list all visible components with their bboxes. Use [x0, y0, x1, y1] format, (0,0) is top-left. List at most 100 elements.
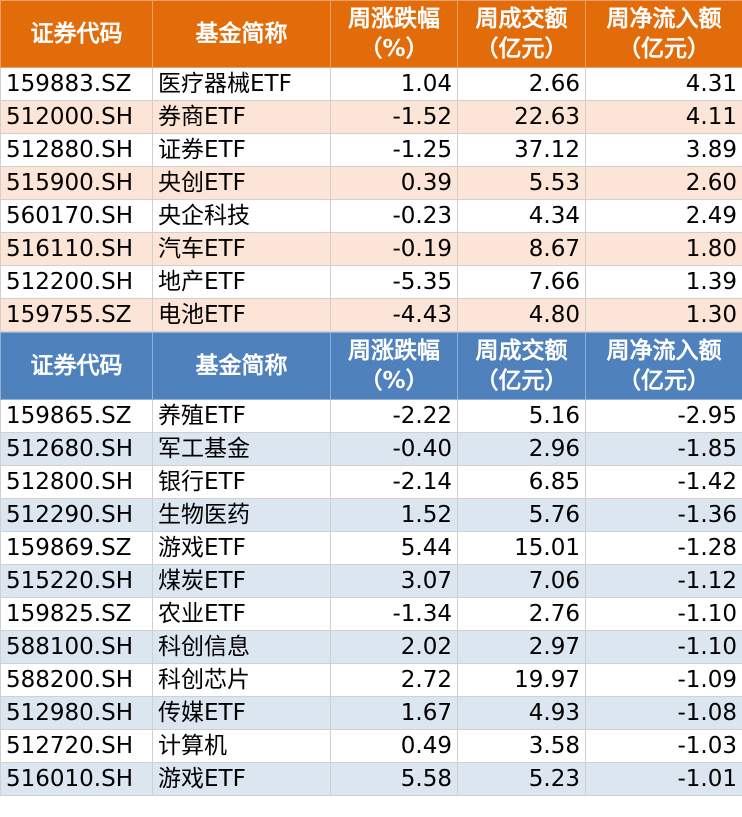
table-cell: 计算机 — [152, 729, 331, 763]
table-row: 159755.SZ 电池ETF -4.43 4.80 1.30 — [0, 298, 742, 332]
table-row: 588100.SH 科创信息 2.02 2.97 -1.10 — [0, 630, 742, 664]
table-row: 560170.SH 央企科技 -0.23 4.34 2.49 — [0, 199, 742, 233]
table-cell: 军工基金 — [152, 432, 331, 466]
table-cell: 证券ETF — [152, 133, 331, 167]
table-cell: 2.66 — [457, 67, 586, 101]
table-cell: 1.80 — [585, 232, 742, 266]
table-cell: 银行ETF — [152, 465, 331, 499]
table-cell: 159755.SZ — [0, 298, 153, 332]
table-cell: -1.10 — [585, 597, 742, 631]
table-cell: 3.89 — [585, 133, 742, 167]
table-cell: 央创ETF — [152, 166, 331, 200]
table-row: 588200.SH 科创芯片 2.72 19.97 -1.09 — [0, 663, 742, 697]
table-cell: 159865.SZ — [0, 399, 153, 433]
header-line: （亿元） — [475, 36, 568, 62]
table-cell: 游戏ETF — [152, 762, 331, 796]
table-cell: -1.09 — [585, 663, 742, 697]
header-text: 证券代码 — [30, 353, 123, 379]
table-cell: -1.28 — [585, 531, 742, 565]
header-cell: 基金简称 — [152, 332, 331, 400]
table-cell: -0.23 — [330, 199, 458, 233]
table-cell: 4.34 — [457, 199, 586, 233]
data-table: 证券代码 基金简称 周涨跌幅 （%） 周成交额 （亿元） 周净流入额 （亿元） 159883.S… — [0, 0, 742, 332]
header-cell: 周涨跌幅 （%） — [330, 332, 458, 400]
table-cell: -0.40 — [330, 432, 458, 466]
header-cell: 周净流入额 （亿元） — [585, 0, 742, 68]
table-cell: 1.52 — [330, 498, 458, 532]
table-cell: 37.12 — [457, 133, 586, 167]
table-row: 512880.SH 证券ETF -1.25 37.12 3.89 — [0, 133, 742, 167]
table-row: 512000.SH 券商ETF -1.52 22.63 4.11 — [0, 100, 742, 134]
header-line: 周净流入额 — [606, 338, 722, 364]
header-line: （亿元） — [618, 36, 710, 62]
table-row: 512720.SH 计算机 0.49 3.58 -1.03 — [0, 729, 742, 763]
header-row: 证券代码 基金简称 周涨跌幅 （%） 周成交额 （亿元） 周净流入额 （亿元） — [0, 332, 742, 400]
table-cell: 3.07 — [330, 564, 458, 598]
table-cell: 央企科技 — [152, 199, 331, 233]
table-cell: -1.34 — [330, 597, 458, 631]
header-cell: 证券代码 — [0, 0, 153, 68]
table-cell: -2.22 — [330, 399, 458, 433]
table-cell: 1.30 — [585, 298, 742, 332]
table-cell: -1.08 — [585, 696, 742, 730]
header-text: 基金简称 — [195, 21, 288, 47]
table-cell: -1.03 — [585, 729, 742, 763]
table-cell: -1.25 — [330, 133, 458, 167]
table-row: 512980.SH 传媒ETF 1.67 4.93 -1.08 — [0, 696, 742, 730]
table-cell: 1.39 — [585, 265, 742, 299]
table-cell: 2.60 — [585, 166, 742, 200]
table-cell: 8.67 — [457, 232, 586, 266]
table-row: 512680.SH 军工基金 -0.40 2.96 -1.85 — [0, 432, 742, 466]
table-row: 159825.SZ 农业ETF -1.34 2.76 -1.10 — [0, 597, 742, 631]
header-cell: 证券代码 — [0, 332, 153, 400]
header-line: （亿元） — [618, 368, 710, 394]
table-cell: 159883.SZ — [0, 67, 153, 101]
table-cell: 588200.SH — [0, 663, 153, 697]
table-cell: 1.04 — [330, 67, 458, 101]
table-cell: 4.80 — [457, 298, 586, 332]
table-cell: 地产ETF — [152, 265, 331, 299]
table-cell: 2.96 — [457, 432, 586, 466]
table-cell: 512720.SH — [0, 729, 153, 763]
header-line: （亿元） — [475, 368, 568, 394]
table-cell: -1.42 — [585, 465, 742, 499]
table-cell: 2.49 — [585, 199, 742, 233]
table-cell: 券商ETF — [152, 100, 331, 134]
table-cell: -1.12 — [585, 564, 742, 598]
table-cell: 19.97 — [457, 663, 586, 697]
table-cell: -2.95 — [585, 399, 742, 433]
table-cell: -5.35 — [330, 265, 458, 299]
header-cell: 周成交额 （亿元） — [457, 332, 586, 400]
tables: 证券代码 基金简称 周涨跌幅 （%） 周成交额 （亿元） 周净流入额 （亿元） 159883.S… — [0, 0, 742, 796]
table-cell: -0.19 — [330, 232, 458, 266]
header-text: 基金简称 — [195, 353, 288, 379]
table-cell: 512680.SH — [0, 432, 153, 466]
header-cell: 周成交额 （亿元） — [457, 0, 586, 68]
table-cell: 6.85 — [457, 465, 586, 499]
table-cell: 5.44 — [330, 531, 458, 565]
table-cell: 养殖ETF — [152, 399, 331, 433]
data-table: 证券代码 基金简称 周涨跌幅 （%） 周成交额 （亿元） 周净流入额 （亿元） 159865.S… — [0, 332, 742, 796]
table-cell: 1.67 — [330, 696, 458, 730]
table-cell: 煤炭ETF — [152, 564, 331, 598]
table-cell: 5.53 — [457, 166, 586, 200]
table-cell: 0.39 — [330, 166, 458, 200]
header-line: 周涨跌幅 — [348, 338, 440, 364]
header-line: 周涨跌幅 — [348, 6, 440, 32]
table-cell: 5.58 — [330, 762, 458, 796]
table-cell: -1.01 — [585, 762, 742, 796]
table-row: 512290.SH 生物医药 1.52 5.76 -1.36 — [0, 498, 742, 532]
header-cell: 基金简称 — [152, 0, 331, 68]
table-cell: 5.16 — [457, 399, 586, 433]
table-cell: 4.11 — [585, 100, 742, 134]
table-cell: 4.31 — [585, 67, 742, 101]
table-cell: 7.06 — [457, 564, 586, 598]
table-cell: 3.58 — [457, 729, 586, 763]
header-text: 证券代码 — [30, 21, 123, 47]
table-cell: 0.49 — [330, 729, 458, 763]
table-cell: -1.36 — [585, 498, 742, 532]
table-cell: 4.93 — [457, 696, 586, 730]
table-cell: 科创信息 — [152, 630, 331, 664]
table-cell: -1.85 — [585, 432, 742, 466]
